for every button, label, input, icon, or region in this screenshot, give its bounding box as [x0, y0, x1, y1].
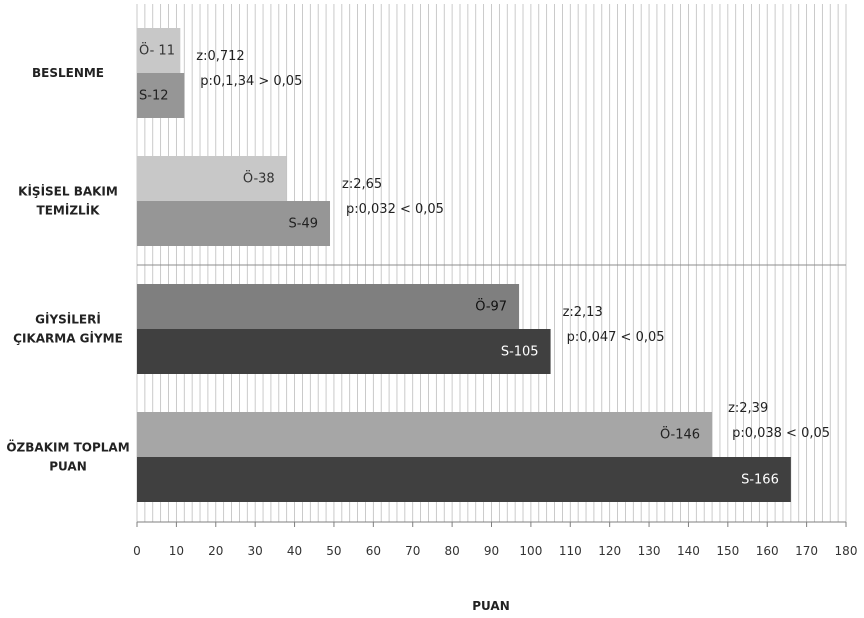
x-tick-label: 150 — [716, 544, 739, 558]
x-tick-label: 0 — [133, 544, 141, 558]
category-label: BESLENME — [32, 66, 104, 80]
x-tick-label: 140 — [677, 544, 700, 558]
bar-data-label: S-49 — [289, 217, 319, 232]
bar — [137, 412, 713, 457]
bar — [137, 284, 520, 329]
axes-layer: 0 10 20 30 40 50 60 70 80 90 100 110 120 130 140 150 160… — [133, 521, 858, 558]
x-tick-label: 160 — [756, 544, 779, 558]
bar — [137, 28, 181, 73]
bar — [137, 201, 331, 246]
labels-layer: Ö- 11 S-12 BESLENME z:0,712 p:0,1,34 > 0,05 Ö… — [6, 42, 830, 488]
x-tick-label: 90 — [484, 544, 499, 558]
category-label: PUAN — [49, 460, 87, 474]
category-label: GİYSİLERİ — [35, 312, 101, 327]
x-tick-label: 110 — [559, 544, 582, 558]
category-label: KİŞİSEL BAKIM — [18, 184, 118, 199]
bar — [137, 156, 287, 201]
x-tick-label: 30 — [248, 544, 263, 558]
x-axis-title: PUAN — [472, 599, 510, 613]
x-tick-label: 180 — [835, 544, 858, 558]
bar-data-label: S-105 — [501, 345, 539, 360]
stat-annotation: z:2,39 — [728, 401, 768, 416]
stat-annotation: p:0,1,34 > 0,05 — [200, 74, 302, 89]
stat-annotation: z:0,712 — [196, 49, 244, 64]
x-tick-label: 70 — [405, 544, 420, 558]
bar-data-label: Ö-146 — [660, 426, 700, 443]
stat-annotation: p:0,047 < 0,05 — [567, 330, 665, 345]
x-tick-label: 10 — [169, 544, 184, 558]
bar-data-label: Ö-97 — [475, 298, 507, 315]
bar-data-label: S-12 — [139, 89, 169, 104]
stat-annotation: z:2,13 — [563, 305, 603, 320]
bar — [137, 457, 791, 502]
stat-annotation: z:2,65 — [342, 177, 382, 192]
category-label: ÖZBAKIM TOPLAM — [6, 440, 129, 455]
x-tick-label: 50 — [326, 544, 341, 558]
bar — [137, 73, 185, 118]
bar-data-label: Ö-38 — [243, 170, 275, 187]
x-tick-label: 20 — [208, 544, 223, 558]
stat-annotation: p:0,032 < 0,05 — [346, 202, 444, 217]
x-tick-label: 100 — [519, 544, 542, 558]
x-tick-label: 130 — [638, 544, 661, 558]
x-tick-label: 40 — [287, 544, 302, 558]
x-tick-label: 60 — [366, 544, 381, 558]
bars-layer — [137, 28, 791, 502]
x-tick-label: 170 — [795, 544, 818, 558]
bar-data-label: Ö- 11 — [139, 42, 175, 59]
category-label: TEMİZLİK — [37, 203, 101, 218]
x-tick-label: 80 — [444, 544, 459, 558]
category-label: ÇIKARMA GİYME — [13, 331, 123, 346]
stat-annotation: p:0,038 < 0,05 — [732, 426, 830, 441]
x-tick-label: 120 — [598, 544, 621, 558]
bar-data-label: S-166 — [741, 473, 779, 488]
bar — [137, 329, 551, 374]
